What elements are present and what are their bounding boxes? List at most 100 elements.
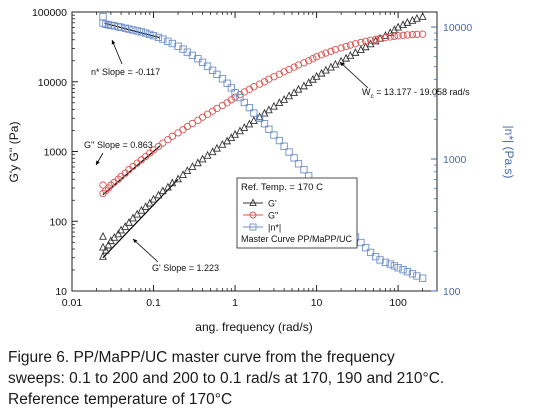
square-data-point [260,120,269,128]
square-data-point [265,125,273,133]
triangle-data-point [101,245,110,254]
square-data-point [394,264,402,272]
circle-data-point [312,53,321,61]
square-data-point [294,160,303,168]
triangle-data-point [149,194,158,203]
annotation-g-prime-arrow-head [133,239,138,244]
triangle-data-point [133,209,142,218]
square-data-point [240,98,248,107]
caption-line: sweeps: 0.1 to 200 and 200 to 0.1 rad/s … [8,370,445,387]
square-data-point [223,79,231,87]
annotation-eta-slope: n* Slope = -0.117 [91,67,160,77]
triangle-data-point [99,242,107,251]
legend-entry-label: G" [268,211,278,221]
circle-data-point [418,30,427,38]
triangle-data-point [390,25,399,34]
g-double-prime-fit-line [102,145,161,196]
triangle-data-point [213,143,221,152]
triangle-data-point [331,59,340,68]
series-triangle [99,12,427,260]
triangle-data-point [351,48,360,56]
circle-data-point [149,146,158,154]
triangle-data-point [198,154,207,163]
circle-data-point [280,68,288,76]
square-data-point [227,84,235,92]
legend-swatch-circle [249,211,257,219]
square-data-point [146,30,154,39]
square-data-point [203,62,212,70]
circle-data-point [357,38,365,47]
circle-data-point [290,63,298,71]
annotations: n* Slope = -0.117 G'' Slope = 0.863 G' Slo… [84,39,470,273]
circle-data-point [362,37,370,45]
circle-data-point [390,32,399,40]
square-data-point [418,274,427,282]
triangle-data-point [412,13,421,22]
circle-data-point [327,47,335,55]
series-layer [99,12,427,282]
x-tick-label: 0.1 [146,297,161,309]
y-right-tick-label: 1000 [443,154,467,166]
triangle-data-point [121,222,130,230]
triangle-data-point [193,158,202,167]
triangle-data-point [179,170,187,179]
triangle-data-point [264,105,273,114]
square-data-point [381,258,390,266]
x-tick-label: 1 [232,297,238,309]
annotation-eta-arrow [111,39,123,65]
square-data-point [376,256,384,264]
y-right-tick-label: 100 [443,286,461,298]
annotation-g-double-prime-slope: G'' Slope = 0.863 [84,140,153,150]
square-data-point [403,268,412,276]
circle-data-point [300,59,308,67]
legend-footer: Master Curve PP/MaPP/UC [241,234,353,244]
circle-data-point [309,55,317,63]
annotation-g-prime-arrow [132,238,159,263]
circle-data-point [366,36,375,44]
circle-data-point [194,116,202,124]
caption-line: Reference temperature of 170°C [8,391,233,408]
circle-data-point [322,49,330,57]
circle-data-point [305,57,313,65]
y-axis-left-ticks: 10 100 1000 10000 100000 [32,7,78,298]
triangle-data-point [174,174,182,183]
circle-data-point [394,32,402,40]
circle-data-point [413,30,421,39]
circle-data-point [346,41,355,49]
square-data-point [129,26,137,34]
circle-data-point [188,119,197,128]
square-data-point [154,33,163,42]
circle-data-point [371,35,380,43]
y-left-tick-label: 100 [49,216,67,228]
square-data-point [255,114,264,123]
legend-swatch-square [249,223,257,231]
circle-data-point [399,31,407,39]
caption-line: Figure 6. PP/MaPP/UC master curve from t… [8,349,395,366]
square-data-point [149,32,158,40]
triangle-data-point [154,190,163,199]
circle-data-point [351,40,360,48]
square-data-point [117,23,125,31]
triangle-data-point [99,251,107,260]
y-axis-left-label: G'y G'' (Pa) [7,122,21,183]
triangle-data-point [158,186,167,195]
square-data-point [198,58,207,67]
triangle-data-point [145,198,154,207]
triangle-data-point [255,112,264,121]
circle-data-point [342,42,350,51]
x-tick-label: 10 [311,297,323,309]
square-data-point [399,266,407,274]
triangle-data-point [403,18,412,26]
circle-data-point [164,135,172,144]
circle-data-point [218,101,227,110]
square-data-point [390,262,399,270]
annotation-eta-arrow-head [111,40,116,45]
annotation-crossover-arrow-head [340,62,345,67]
square-data-point [366,248,375,257]
circle-data-point [376,34,384,43]
series-circle [99,30,427,198]
circle-data-point [381,33,390,42]
circle-data-point [179,126,187,134]
square-data-point [285,148,293,156]
